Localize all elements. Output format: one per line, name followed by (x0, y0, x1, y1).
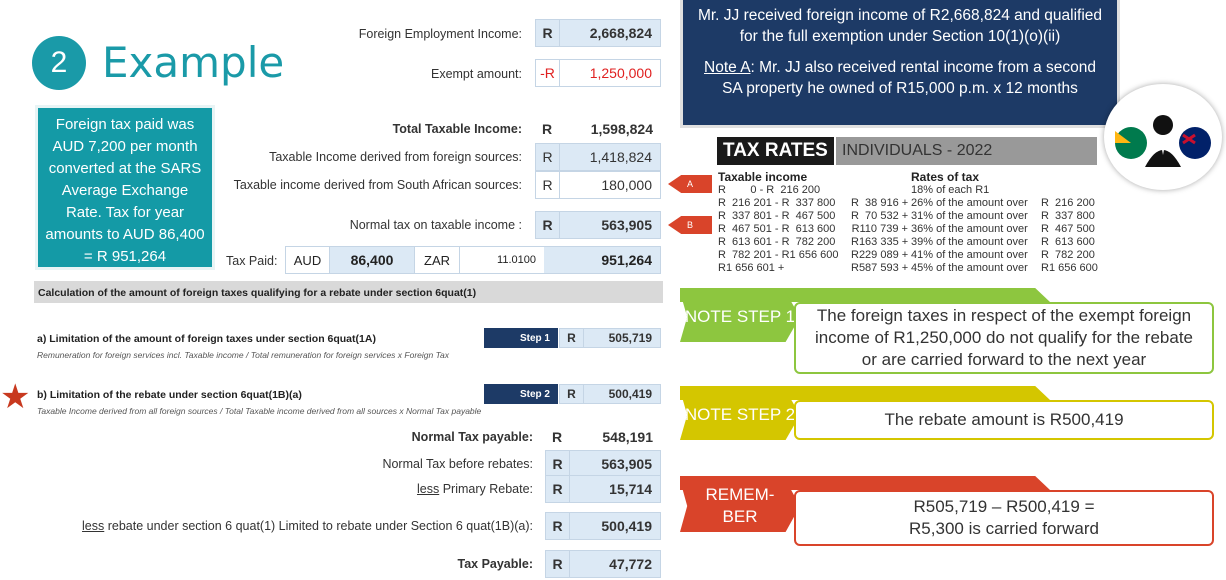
tax-rate-cell: R587 593 + (851, 262, 912, 274)
tax-rate-cell: 31% of the amount over (911, 210, 1028, 222)
zar-label: ZAR (414, 247, 460, 273)
exchange-rate: 11.0100 (497, 254, 536, 266)
step-b-formula: Taxable Income derived from all foreign … (37, 406, 482, 416)
tax-rate-cell: R229 089 + (851, 249, 912, 261)
value: 1,250,000 (589, 65, 652, 81)
tax-rate-row: R 216 201 - R 337 800 R 38 916 + 26% of t… (718, 197, 1101, 210)
info-box: Foreign tax paid was AUD 7,200 per month… (35, 105, 215, 270)
foreign-sources-label: Taxable Income derived from foreign sour… (269, 150, 522, 164)
foreign-income-label: Foreign Employment Income: (358, 27, 522, 41)
step-a-formula: Remuneration for foreign services incl. … (37, 350, 449, 360)
tax-rate-cell: 18% of each R1 (911, 184, 990, 196)
currency: R (536, 20, 560, 46)
sa-sources-label: Taxable income derived from South Africa… (233, 178, 522, 192)
tax-rates-subtitle: INDIVIDUALS - 2022 (836, 137, 1097, 165)
tax-rate-cell: R 337 801 - R 467 500 (718, 210, 836, 222)
foreign-sources-value: R 1,418,824 (535, 143, 661, 171)
tax-rate-row: R 0 - R 216 200 18% of each R1 (718, 184, 1101, 197)
tax-rate-cell: R 337 800 (1041, 210, 1095, 222)
normal-tax-label: Normal tax on taxable income : (349, 218, 522, 232)
total-taxable-label: Total Taxable Income: (392, 122, 522, 136)
section-header: Calculation of the amount of foreign tax… (34, 281, 663, 303)
aud-label: AUD (286, 247, 330, 273)
step-b-value: R 500,419 (559, 384, 661, 404)
tax-rate-row: R 613 601 - R 782 200 R163 335 + 39% of t… (718, 236, 1101, 249)
note-step-2-text: The rebate amount is R500,419 (794, 400, 1214, 440)
tax-payable-value: R 47,772 (545, 550, 661, 578)
before-rebates-label: Normal Tax before rebates: (382, 457, 533, 471)
tax-rate-cell: R1 656 601 + (718, 262, 785, 274)
summary-line: Mr. JJ received foreign income of R2,668… (697, 7, 1103, 45)
tax-rate-cell: R 38 916 + (851, 197, 912, 209)
step-b-title: b) Limitation of the rebate under sectio… (37, 389, 302, 401)
normal-tax-value: R 563,905 (535, 211, 661, 239)
tax-rate-row: R 467 501 - R 613 600 R110 739 + 36% of t… (718, 223, 1101, 236)
tax-paid-label: Tax Paid: (226, 254, 278, 268)
step-a-title: a) Limitation of the amount of foreign t… (37, 333, 376, 345)
tax-rate-row: R1 656 601 + R587 593 + 45% of the amount… (718, 262, 1101, 275)
tax-rate-cell: R 216 200 (1041, 197, 1095, 209)
tax-rate-cell: R 782 201 - R1 656 600 (718, 249, 839, 261)
step-a-value: R 505,719 (559, 328, 661, 348)
tax-rate-cell: R 70 532 + (851, 210, 912, 222)
currency: -R (536, 60, 560, 86)
less-rebate-label: less rebate under section 6 quat(1) Limi… (82, 519, 533, 533)
remember-text: R505,719 – R500,419 = R5,300 is carried … (794, 490, 1214, 546)
tax-rate-cell: 41% of the amount over (911, 249, 1028, 261)
note-step-1-text: The foreign taxes in respect of the exem… (794, 302, 1214, 374)
less-rebate-value: R 500,419 (545, 512, 661, 540)
tax-rate-cell (851, 184, 911, 197)
remember-tag: REMEM-BER (680, 480, 800, 532)
note-step-1-tag: NOTE STEP 1 (680, 292, 800, 342)
tax-rates-table: Taxable income Rates of tax R 0 - R 216 2… (718, 170, 1101, 275)
arrow-b: B (668, 216, 712, 234)
tax-rate-cell: R163 335 + (851, 236, 912, 248)
tax-rate-cell: R 216 201 - R 337 800 (718, 197, 836, 209)
primary-rebate-value: R 15,714 (545, 475, 661, 503)
foreign-income-value: R 2,668,824 (535, 19, 661, 47)
normal-payable-label: Normal Tax payable: (411, 430, 533, 444)
tax-rate-cell: R 613 600 (1041, 236, 1095, 248)
note-a: Note A: Mr. JJ also received rental inco… (704, 59, 1096, 97)
tax-rate-cell: 36% of the amount over (911, 223, 1028, 235)
value: 2,668,824 (589, 25, 652, 41)
sa-sources-value: R 180,000 (535, 171, 661, 199)
exempt-label: Exempt amount: (430, 67, 522, 81)
page-title: Example (102, 38, 285, 87)
before-rebates-value: R 563,905 (545, 450, 661, 478)
tax-rate-cell: R 467 500 (1041, 223, 1095, 235)
step-2-badge: Step 2 (484, 384, 558, 404)
step-1-badge: Step 1 (484, 328, 558, 348)
tax-rate-cell: 45% of the amount over (911, 262, 1028, 274)
zar-value: 951,264 (544, 247, 660, 273)
tax-rate-cell: R 613 601 - R 782 200 (718, 236, 836, 248)
tax-rate-cell: 39% of the amount over (911, 236, 1028, 248)
tax-rate-cell: R 0 - R 216 200 (718, 184, 821, 196)
arrow-a: A (668, 175, 712, 193)
tax-paid-row: AUD 86,400 ZAR 11.0100 951,264 (285, 246, 661, 274)
summary-box: Mr. JJ received foreign income of R2,668… (680, 0, 1120, 128)
tax-rate-row: R 782 201 - R1 656 600 R229 089 + 41% of … (718, 249, 1101, 262)
tax-rate-cell: R1 656 600 (1041, 262, 1098, 274)
step-number-badge: 2 (32, 36, 86, 90)
tax-payable-label: Tax Payable: (457, 557, 533, 571)
tax-rate-cell: R 782 200 (1041, 249, 1095, 261)
star-icon: ★ (0, 378, 31, 416)
tax-rate-cell (1041, 184, 1101, 197)
tax-rate-row: R 337 801 - R 467 500 R 70 532 + 31% of t… (718, 210, 1101, 223)
tax-rate-cell: R110 739 + (851, 223, 911, 235)
exempt-value: -R 1,250,000 (535, 59, 661, 87)
tax-rate-cell: R 467 501 - R 613 600 (718, 223, 836, 235)
total-taxable-value: R 1,598,824 (541, 121, 653, 137)
primary-rebate-label: less Primary Rebate: (416, 482, 533, 496)
tax-rates-title: TAX RATES (717, 137, 834, 165)
note-step-2-tag: NOTE STEP 2 (680, 390, 800, 440)
tax-rate-cell: 26% of the amount over (911, 197, 1028, 209)
normal-payable-value: R 548,191 (551, 429, 653, 445)
aud-value: 86,400 (330, 247, 414, 273)
avatar-flags-icon (1104, 84, 1222, 190)
